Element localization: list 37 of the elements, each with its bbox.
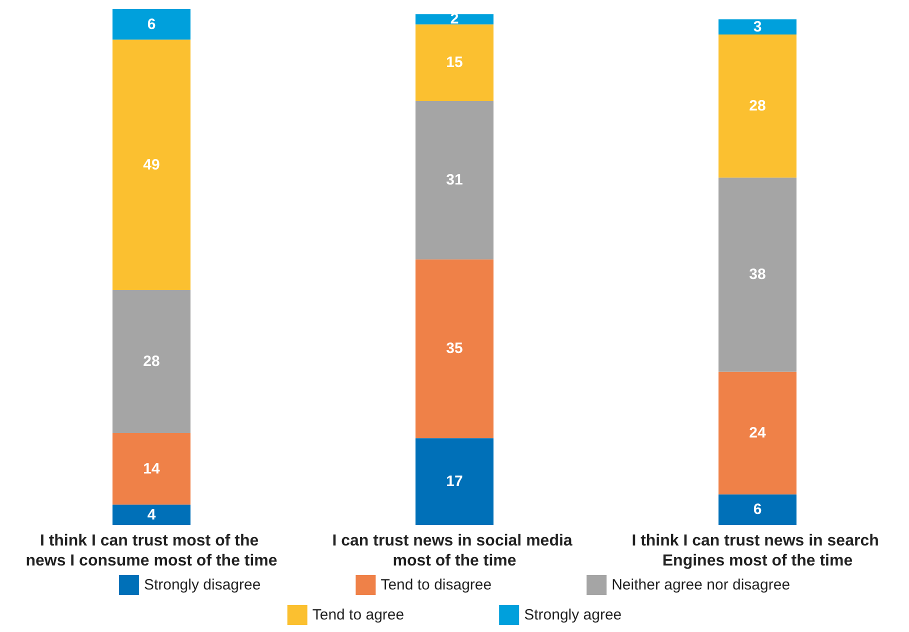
data-label: 17 — [446, 473, 463, 490]
x-tick-label: I think I can trust most of the news I consume most of the time — [26, 532, 278, 570]
data-label: 28 — [143, 353, 160, 370]
legend-label: Neither agree nor disagree — [612, 576, 790, 594]
bar — [718, 34, 796, 178]
legend-label: Strongly disagree — [144, 576, 261, 594]
data-label: 38 — [749, 266, 766, 284]
data-label: 4 — [147, 506, 156, 524]
bar — [112, 40, 190, 290]
legend-label: Tend to disagree — [380, 576, 492, 594]
bar — [112, 433, 190, 505]
bar — [416, 259, 494, 438]
bar — [718, 372, 796, 494]
data-label: 28 — [749, 98, 766, 115]
bar — [718, 178, 796, 372]
bar — [416, 100, 494, 260]
bar — [416, 438, 494, 525]
bar — [112, 504, 190, 525]
data-label: 24 — [749, 424, 766, 442]
data-label: 6 — [147, 16, 156, 33]
bar — [112, 9, 190, 40]
x-tick-label: I think I can trust news in search Engines most of the time — [632, 532, 884, 570]
x-tick-label: I can trust news in social media most of the time — [332, 532, 577, 570]
data-label: 31 — [446, 172, 463, 189]
data-label: 14 — [143, 460, 160, 478]
bar — [112, 290, 190, 434]
bar — [416, 14, 494, 24]
bar — [718, 19, 796, 35]
data-label: 3 — [753, 18, 762, 36]
bar — [416, 24, 494, 101]
bar — [718, 494, 796, 525]
data-label: 49 — [143, 156, 160, 174]
data-label: 35 — [446, 340, 463, 358]
legend-label: Tend to agree — [312, 606, 404, 624]
data-label: 6 — [753, 501, 762, 518]
data-label: 15 — [446, 54, 463, 72]
legend-label: Strongly agree — [524, 606, 622, 624]
